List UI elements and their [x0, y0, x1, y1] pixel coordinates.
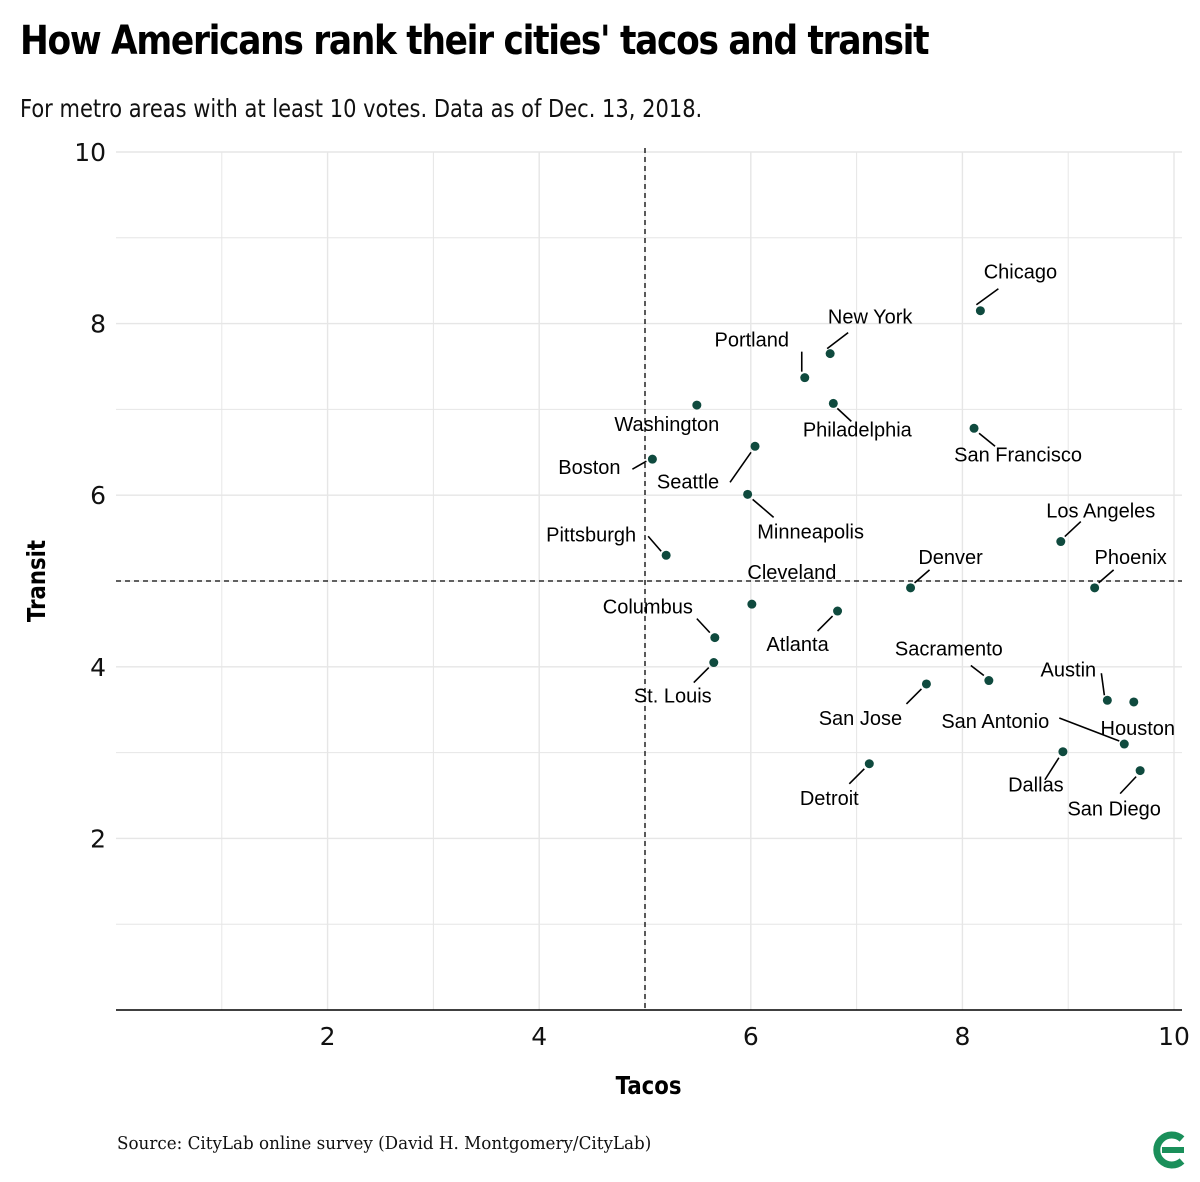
- city-label: Los Angeles: [1046, 501, 1155, 523]
- x-tick-label: 2: [320, 1022, 336, 1051]
- chart-title: How Americans rank their cities' tacos a…: [20, 18, 930, 64]
- label-leader-lines: [632, 288, 1137, 795]
- city-label: Denver: [918, 547, 983, 569]
- data-point: [825, 349, 835, 359]
- y-tick-label: 2: [90, 824, 106, 853]
- city-label: Atlanta: [766, 634, 829, 656]
- city-label: St. Louis: [634, 686, 712, 708]
- city-label: Chicago: [984, 262, 1057, 284]
- data-point: [692, 400, 702, 410]
- y-tick-label: 4: [90, 653, 106, 682]
- city-label: Austin: [1041, 659, 1097, 681]
- data-point: [710, 633, 720, 643]
- x-tick-label: 6: [743, 1022, 759, 1051]
- city-label: Portland: [715, 330, 790, 352]
- leader-line: [1044, 757, 1060, 781]
- y-tick-label: 10: [74, 138, 106, 167]
- data-point: [1135, 766, 1145, 776]
- leader-line: [914, 569, 931, 584]
- axes: 2 4 6 8 10 2 4 6 8 10: [74, 138, 1190, 1051]
- leader-line: [1064, 520, 1082, 538]
- city-label: Houston: [1101, 718, 1176, 740]
- reference-lines: [116, 148, 1182, 1010]
- data-point: [1119, 739, 1129, 749]
- city-label: San Antonio: [941, 711, 1049, 733]
- leader-line: [978, 432, 996, 447]
- city-label: Sacramento: [895, 639, 1003, 661]
- data-point: [661, 550, 671, 560]
- city-label: Dallas: [1008, 775, 1064, 797]
- data-point: [1056, 537, 1066, 547]
- data-point: [833, 606, 843, 616]
- leader-line: [696, 618, 711, 634]
- data-point: [750, 441, 760, 451]
- data-points: [647, 306, 1145, 776]
- data-point: [1102, 695, 1112, 705]
- x-tick-label: 4: [531, 1022, 547, 1051]
- leader-line: [632, 460, 647, 470]
- data-point: [984, 676, 994, 686]
- city-label: Seattle: [657, 471, 719, 493]
- city-label: Detroit: [800, 788, 859, 810]
- data-point: [906, 583, 916, 593]
- city-label: Columbus: [603, 597, 693, 619]
- leader-line: [975, 288, 999, 306]
- x-tick-label: 8: [954, 1022, 970, 1051]
- city-label: New York: [828, 307, 913, 329]
- x-axis-title: Tacos: [616, 1071, 682, 1100]
- leader-line: [816, 615, 834, 632]
- city-label: Phoenix: [1095, 547, 1167, 569]
- city-label: Philadelphia: [803, 419, 913, 441]
- y-tick-label: 8: [90, 310, 106, 339]
- data-point: [828, 398, 838, 408]
- data-point: [647, 454, 657, 464]
- data-point: [1058, 747, 1068, 757]
- data-point: [864, 759, 874, 769]
- x-tick-label: 10: [1158, 1022, 1190, 1051]
- leader-line: [752, 498, 775, 518]
- leader-line: [1100, 673, 1106, 696]
- data-point: [969, 423, 979, 433]
- data-point: [743, 489, 753, 499]
- leader-line: [836, 407, 852, 422]
- leader-line: [1098, 569, 1115, 584]
- leader-line: [647, 535, 662, 552]
- y-tick-label: 6: [90, 481, 106, 510]
- citylab-logo-icon: [1153, 1131, 1185, 1169]
- data-point: [1090, 583, 1100, 593]
- city-label: Cleveland: [747, 562, 836, 584]
- leader-line: [905, 688, 922, 705]
- chart-subtitle: For metro areas with at least 10 votes. …: [20, 94, 703, 123]
- leader-line: [1119, 776, 1137, 795]
- source-note: Source: CityLab online survey (David H. …: [117, 1133, 652, 1154]
- city-label: Boston: [558, 457, 620, 479]
- data-point: [709, 658, 719, 668]
- data-point: [975, 306, 985, 316]
- data-point: [747, 599, 757, 609]
- city-label: Minneapolis: [757, 521, 864, 543]
- city-label: San Jose: [819, 708, 902, 730]
- leader-line: [826, 331, 849, 350]
- city-labels: Chicago New York Portland Philadelphia San F…: [546, 262, 1175, 821]
- leader-line: [970, 664, 985, 677]
- city-label: Pittsburgh: [546, 524, 636, 546]
- leader-line: [729, 451, 752, 483]
- data-point: [1129, 697, 1139, 707]
- leader-line: [848, 768, 865, 785]
- y-axis-title: Transit: [22, 540, 51, 622]
- city-label: Washington: [614, 414, 719, 436]
- city-label: San Francisco: [954, 444, 1082, 466]
- data-point: [921, 679, 931, 689]
- leader-line: [1058, 717, 1120, 742]
- data-point: [800, 373, 810, 383]
- city-label: San Diego: [1067, 799, 1160, 821]
- leader-line: [693, 666, 710, 684]
